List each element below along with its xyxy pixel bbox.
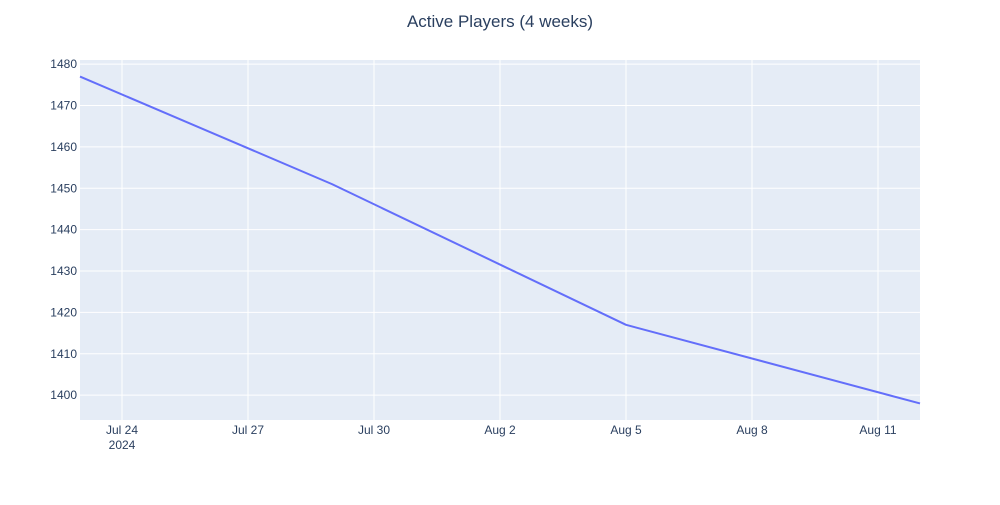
x-tick-sublabel: 2024 <box>109 438 136 452</box>
y-tick-label: 1420 <box>50 305 77 319</box>
y-tick-label: 1440 <box>50 223 77 237</box>
series-layer <box>79 75 921 405</box>
y-tick-label: 1400 <box>50 388 77 402</box>
y-tick-label: 1410 <box>50 347 77 361</box>
x-tick-label: Aug 11 <box>859 423 896 437</box>
chart-title: Active Players (4 weeks) <box>406 12 594 31</box>
y-tick-label: 1460 <box>50 140 77 154</box>
series-line <box>79 75 921 405</box>
x-tick-label: Jul 30 <box>358 423 390 437</box>
y-tick-label: 1450 <box>50 181 77 195</box>
x-tick-label: Aug 8 <box>736 423 768 437</box>
x-tick-label: Aug 5 <box>610 423 642 437</box>
grid-lines <box>80 60 920 420</box>
y-tick-label: 1470 <box>50 99 77 113</box>
y-tick-label: 1430 <box>50 264 77 278</box>
x-tick-label: Jul 27 <box>232 423 264 437</box>
y-tick-label: 1480 <box>50 57 77 71</box>
x-tick-label: Aug 2 <box>484 423 516 437</box>
y-axis: 1400 1410 1420 1430 1440 1450 1460 1470 1480 <box>50 57 77 402</box>
x-tick-label: Jul 24 <box>106 423 138 437</box>
